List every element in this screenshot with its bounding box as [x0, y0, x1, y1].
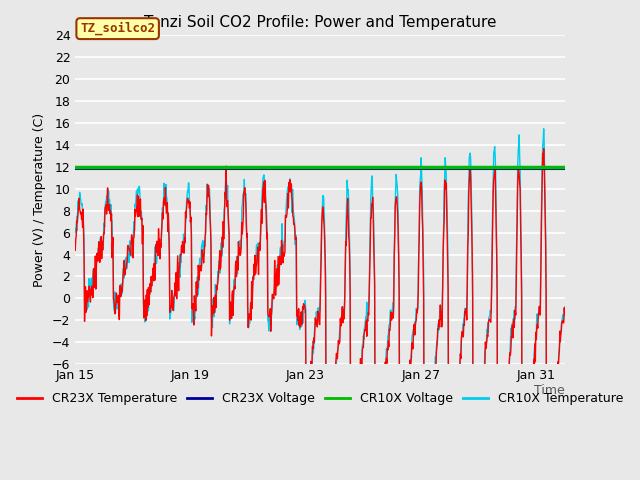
Legend: CR23X Temperature, CR23X Voltage, CR10X Voltage, CR10X Temperature: CR23X Temperature, CR23X Voltage, CR10X …: [12, 387, 628, 410]
Y-axis label: Power (V) / Temperature (C): Power (V) / Temperature (C): [33, 113, 47, 287]
Title: Tonzi Soil CO2 Profile: Power and Temperature: Tonzi Soil CO2 Profile: Power and Temper…: [144, 15, 496, 30]
Text: Time: Time: [534, 384, 564, 397]
Text: TZ_soilco2: TZ_soilco2: [80, 22, 155, 36]
